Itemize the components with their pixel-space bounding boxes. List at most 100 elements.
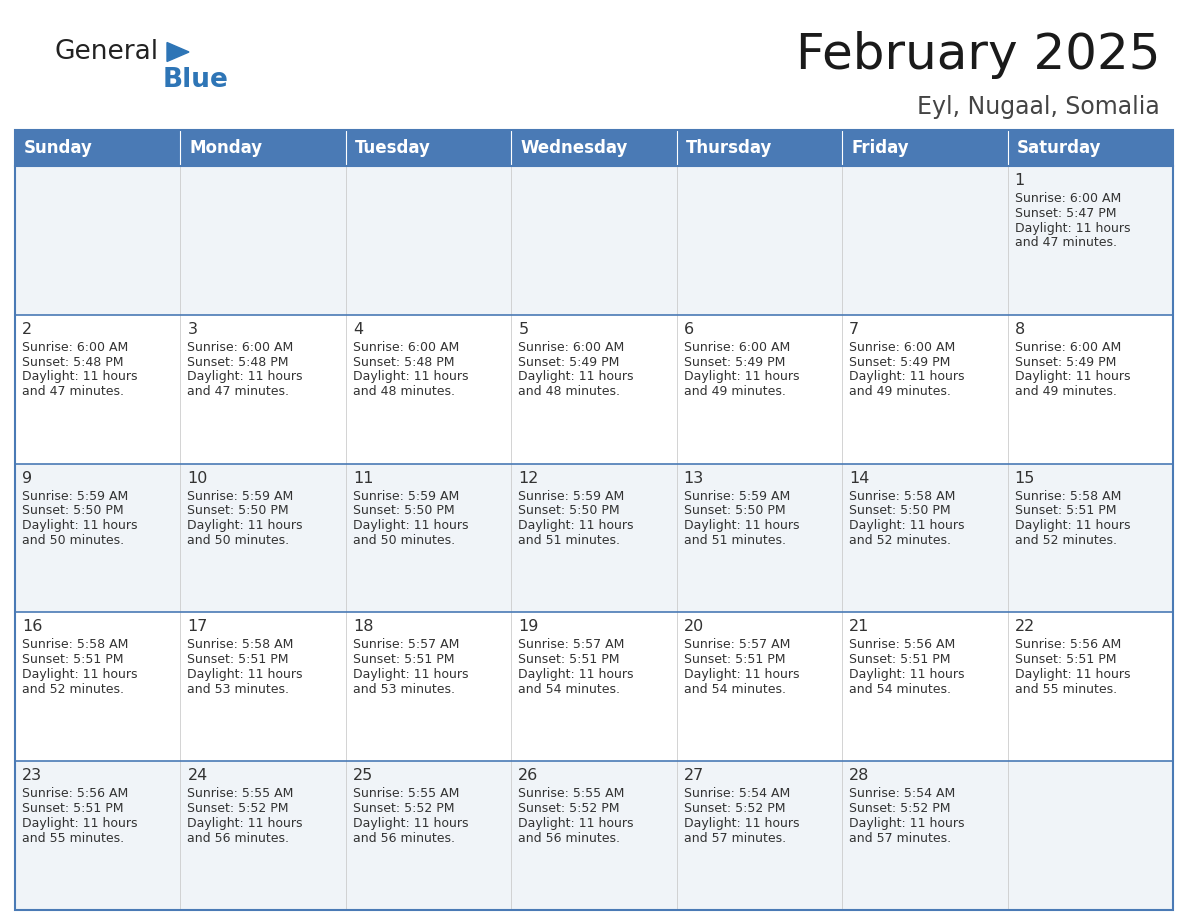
Text: and 50 minutes.: and 50 minutes. — [188, 534, 290, 547]
Text: Sunset: 5:51 PM: Sunset: 5:51 PM — [684, 654, 785, 666]
Text: Sunrise: 5:59 AM: Sunrise: 5:59 AM — [23, 489, 128, 502]
Text: Sunrise: 5:55 AM: Sunrise: 5:55 AM — [518, 788, 625, 800]
Text: Daylight: 11 hours: Daylight: 11 hours — [23, 817, 138, 830]
Text: Sunrise: 5:59 AM: Sunrise: 5:59 AM — [518, 489, 625, 502]
Text: Thursday: Thursday — [685, 139, 772, 157]
Text: Sunrise: 6:00 AM: Sunrise: 6:00 AM — [23, 341, 128, 353]
Bar — [15, 612, 1173, 761]
Text: 26: 26 — [518, 768, 538, 783]
Text: Sunrise: 5:59 AM: Sunrise: 5:59 AM — [684, 489, 790, 502]
Text: Daylight: 11 hours: Daylight: 11 hours — [188, 370, 303, 384]
Text: Daylight: 11 hours: Daylight: 11 hours — [684, 520, 800, 532]
Text: Daylight: 11 hours: Daylight: 11 hours — [188, 520, 303, 532]
Text: 11: 11 — [353, 471, 373, 486]
Text: Sunset: 5:51 PM: Sunset: 5:51 PM — [1015, 504, 1116, 518]
Text: Daylight: 11 hours: Daylight: 11 hours — [849, 668, 965, 681]
Text: Sunset: 5:49 PM: Sunset: 5:49 PM — [1015, 355, 1116, 369]
Text: Sunrise: 6:00 AM: Sunrise: 6:00 AM — [1015, 341, 1120, 353]
Bar — [181, 130, 346, 166]
Text: Sunset: 5:48 PM: Sunset: 5:48 PM — [353, 355, 454, 369]
Text: and 48 minutes.: and 48 minutes. — [353, 386, 455, 398]
Text: 1: 1 — [1015, 173, 1025, 188]
Text: Saturday: Saturday — [1017, 139, 1101, 157]
Text: Sunrise: 6:00 AM: Sunrise: 6:00 AM — [849, 341, 955, 353]
Text: 21: 21 — [849, 620, 870, 634]
Text: Daylight: 11 hours: Daylight: 11 hours — [1015, 668, 1130, 681]
Text: and 54 minutes.: and 54 minutes. — [518, 683, 620, 696]
Text: 17: 17 — [188, 620, 208, 634]
Text: 18: 18 — [353, 620, 373, 634]
Text: 7: 7 — [849, 322, 859, 337]
Text: Sunset: 5:51 PM: Sunset: 5:51 PM — [849, 654, 950, 666]
Text: Daylight: 11 hours: Daylight: 11 hours — [849, 520, 965, 532]
Text: and 48 minutes.: and 48 minutes. — [518, 386, 620, 398]
Text: Daylight: 11 hours: Daylight: 11 hours — [1015, 520, 1130, 532]
Text: Sunrise: 5:56 AM: Sunrise: 5:56 AM — [849, 638, 955, 652]
Text: 25: 25 — [353, 768, 373, 783]
Text: and 53 minutes.: and 53 minutes. — [188, 683, 290, 696]
Text: and 49 minutes.: and 49 minutes. — [684, 386, 785, 398]
Bar — [15, 130, 181, 166]
Text: and 49 minutes.: and 49 minutes. — [849, 386, 952, 398]
Text: 8: 8 — [1015, 322, 1025, 337]
Text: Sunrise: 5:57 AM: Sunrise: 5:57 AM — [518, 638, 625, 652]
Text: Sunset: 5:50 PM: Sunset: 5:50 PM — [849, 504, 950, 518]
Text: Daylight: 11 hours: Daylight: 11 hours — [518, 817, 633, 830]
Text: Daylight: 11 hours: Daylight: 11 hours — [518, 668, 633, 681]
Text: Sunrise: 5:58 AM: Sunrise: 5:58 AM — [188, 638, 293, 652]
Text: Sunset: 5:48 PM: Sunset: 5:48 PM — [188, 355, 289, 369]
Text: Sunrise: 5:58 AM: Sunrise: 5:58 AM — [849, 489, 955, 502]
Text: and 57 minutes.: and 57 minutes. — [684, 832, 785, 845]
Text: Sunrise: 5:57 AM: Sunrise: 5:57 AM — [684, 638, 790, 652]
Text: Sunset: 5:52 PM: Sunset: 5:52 PM — [518, 802, 620, 815]
Text: and 50 minutes.: and 50 minutes. — [23, 534, 124, 547]
Bar — [511, 130, 677, 166]
Text: Daylight: 11 hours: Daylight: 11 hours — [1015, 221, 1130, 235]
Text: Daylight: 11 hours: Daylight: 11 hours — [23, 520, 138, 532]
Text: 4: 4 — [353, 322, 364, 337]
Text: and 56 minutes.: and 56 minutes. — [518, 832, 620, 845]
Text: Sunset: 5:52 PM: Sunset: 5:52 PM — [188, 802, 289, 815]
Text: Sunrise: 5:54 AM: Sunrise: 5:54 AM — [849, 788, 955, 800]
Text: Sunrise: 5:56 AM: Sunrise: 5:56 AM — [1015, 638, 1120, 652]
Text: Daylight: 11 hours: Daylight: 11 hours — [353, 520, 468, 532]
Text: Sunset: 5:49 PM: Sunset: 5:49 PM — [684, 355, 785, 369]
Text: 22: 22 — [1015, 620, 1035, 634]
Bar — [346, 130, 511, 166]
Text: and 55 minutes.: and 55 minutes. — [1015, 683, 1117, 696]
Bar — [1007, 130, 1173, 166]
Text: Sunset: 5:52 PM: Sunset: 5:52 PM — [684, 802, 785, 815]
Text: Sunrise: 6:00 AM: Sunrise: 6:00 AM — [1015, 192, 1120, 205]
Text: Sunset: 5:51 PM: Sunset: 5:51 PM — [518, 654, 620, 666]
Text: Sunset: 5:50 PM: Sunset: 5:50 PM — [353, 504, 455, 518]
Text: Daylight: 11 hours: Daylight: 11 hours — [849, 370, 965, 384]
Text: Sunrise: 5:59 AM: Sunrise: 5:59 AM — [353, 489, 459, 502]
Text: Sunset: 5:50 PM: Sunset: 5:50 PM — [518, 504, 620, 518]
Text: Daylight: 11 hours: Daylight: 11 hours — [518, 370, 633, 384]
Text: and 55 minutes.: and 55 minutes. — [23, 832, 124, 845]
Text: 14: 14 — [849, 471, 870, 486]
Text: 10: 10 — [188, 471, 208, 486]
Text: Sunset: 5:48 PM: Sunset: 5:48 PM — [23, 355, 124, 369]
Text: Sunrise: 6:00 AM: Sunrise: 6:00 AM — [684, 341, 790, 353]
Text: 27: 27 — [684, 768, 704, 783]
Text: Sunset: 5:50 PM: Sunset: 5:50 PM — [684, 504, 785, 518]
Text: Sunset: 5:51 PM: Sunset: 5:51 PM — [23, 802, 124, 815]
Text: Sunrise: 6:00 AM: Sunrise: 6:00 AM — [188, 341, 293, 353]
Text: Sunset: 5:49 PM: Sunset: 5:49 PM — [518, 355, 620, 369]
Text: and 52 minutes.: and 52 minutes. — [1015, 534, 1117, 547]
Text: and 56 minutes.: and 56 minutes. — [188, 832, 290, 845]
Text: Tuesday: Tuesday — [355, 139, 431, 157]
Text: Sunrise: 5:54 AM: Sunrise: 5:54 AM — [684, 788, 790, 800]
Text: Sunset: 5:51 PM: Sunset: 5:51 PM — [1015, 654, 1116, 666]
Text: General: General — [55, 39, 159, 65]
Text: and 51 minutes.: and 51 minutes. — [684, 534, 785, 547]
Text: and 50 minutes.: and 50 minutes. — [353, 534, 455, 547]
Text: and 54 minutes.: and 54 minutes. — [849, 683, 952, 696]
Text: and 56 minutes.: and 56 minutes. — [353, 832, 455, 845]
Bar — [15, 166, 1173, 315]
Text: Sunrise: 6:00 AM: Sunrise: 6:00 AM — [353, 341, 459, 353]
Text: and 52 minutes.: and 52 minutes. — [849, 534, 952, 547]
Bar — [15, 761, 1173, 910]
Text: Daylight: 11 hours: Daylight: 11 hours — [23, 668, 138, 681]
